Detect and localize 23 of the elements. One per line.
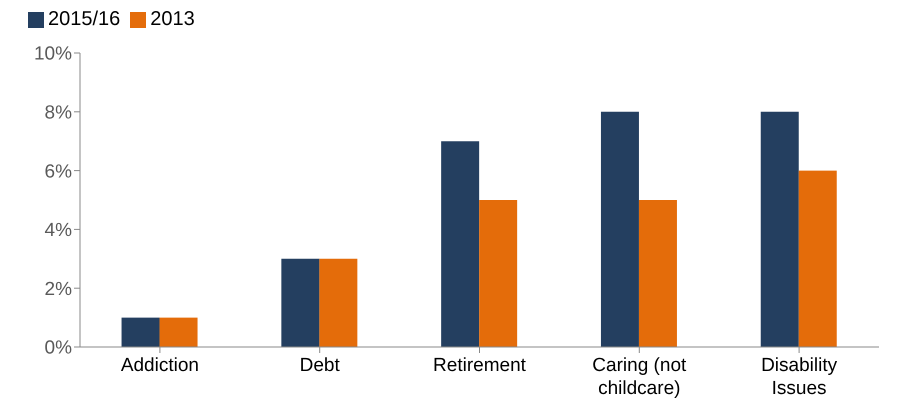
bar [122,318,160,347]
x-tick-label: Caring (not childcare) [592,355,688,399]
bar [798,170,837,347]
bar [319,258,358,347]
bar [600,112,639,347]
legend-label: 2013 [150,8,195,30]
bar [760,112,799,347]
x-tick-label: Addiction [120,355,199,376]
x-tick-label: Retirement [433,355,527,376]
bar [479,200,518,347]
y-tick-label: 2% [44,278,72,300]
y-tick-label: 8% [44,102,72,124]
bar [441,141,480,347]
legend-label: 2015/16 [48,8,120,30]
bar [638,200,677,347]
y-tick-label: 4% [44,220,72,242]
x-tick-label: Disability Issues [761,355,838,399]
y-tick-label: 6% [44,161,72,182]
bar [281,258,320,347]
y-tick-label: 10% [34,44,72,65]
x-tick-label: Debt [300,355,340,376]
y-tick-label: 0% [44,338,72,359]
bar [160,318,198,347]
